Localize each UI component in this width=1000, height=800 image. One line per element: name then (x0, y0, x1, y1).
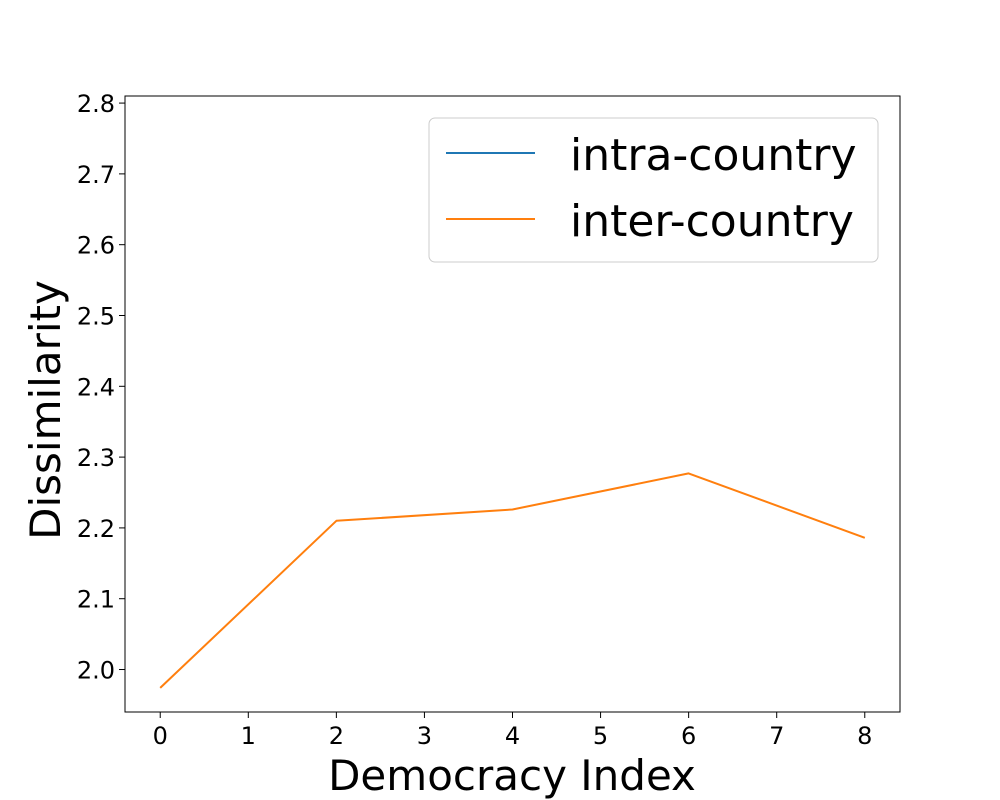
y-ticks: 2.0 2.1 2.2 2.3 2.4 2.5 2.6 2.7 2.8 (77, 90, 125, 685)
y-axis-title: Dissimilarity (21, 280, 70, 540)
x-ticks: 0 1 2 3 4 5 6 7 8 (153, 712, 872, 750)
series-layer (159, 472, 866, 689)
x-tick-label: 5 (593, 722, 608, 750)
y-tick-label: 2.4 (77, 373, 115, 401)
x-tick-label: 4 (505, 722, 520, 750)
y-tick-label: 2.0 (77, 657, 115, 685)
legend-label-inter-country: inter-country (570, 196, 854, 247)
y-tick-label: 2.5 (77, 302, 115, 330)
y-tick-label: 2.8 (77, 90, 115, 118)
x-tick-label: 8 (857, 722, 872, 750)
y-tick-label: 2.2 (77, 515, 115, 543)
x-tick-label: 2 (329, 722, 344, 750)
x-tick-label: 6 (681, 722, 696, 750)
x-tick-label: 0 (153, 722, 168, 750)
x-tick-label: 7 (769, 722, 784, 750)
legend: intra-country inter-country (428, 117, 879, 263)
x-tick-label: 1 (241, 722, 256, 750)
legend-box (428, 117, 879, 263)
series-line-inter-country (159, 472, 866, 689)
x-axis-title: Democracy Index (328, 751, 696, 800)
y-tick-label: 2.1 (77, 586, 115, 614)
x-tick-label: 3 (417, 722, 432, 750)
y-tick-label: 2.6 (77, 232, 115, 260)
legend-label-intra-country: intra-country (570, 130, 857, 181)
y-tick-label: 2.3 (77, 444, 115, 472)
y-tick-label: 2.7 (77, 161, 115, 189)
